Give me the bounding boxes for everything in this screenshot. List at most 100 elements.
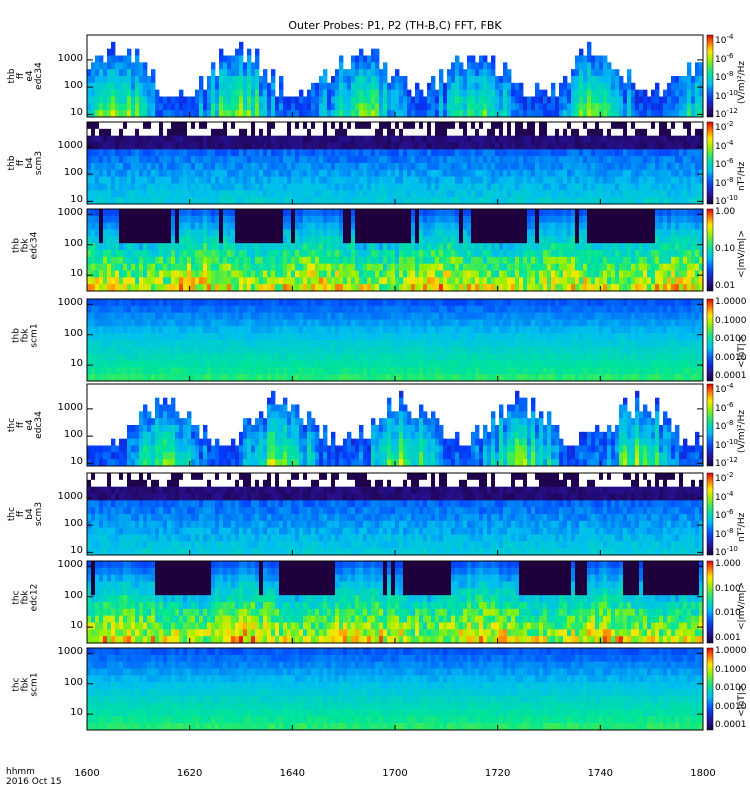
panel-ylabel: thc fbk edc12: [11, 583, 40, 612]
colorbar-units: <|mV/m|>: [737, 582, 747, 630]
y-tick-label: 100: [63, 518, 83, 530]
y-tick-label: 100: [63, 327, 83, 339]
colorbar-tick-label: 10-4: [715, 382, 734, 395]
time-axis-footer: hhmm 2016 Oct 15: [6, 767, 62, 787]
colorbar-units: <|nT|>: [737, 335, 747, 368]
y-tick-label: 1000: [57, 139, 83, 151]
time-unit-label: hhmm: [6, 767, 35, 777]
x-tick-label: 1620: [176, 768, 203, 779]
colorbar-tick-label: 0.1000: [715, 315, 747, 326]
date-label: 2016 Oct 15: [6, 777, 62, 787]
colorbar-tick-label: 10-10: [715, 545, 738, 558]
colorbar-tick-label: 0.0100: [715, 334, 747, 344]
y-tick-label: 100: [63, 676, 83, 688]
colorbar-tick-label: 0.0001: [715, 720, 747, 730]
colorbar-tick-label: 0.001: [715, 633, 741, 643]
x-tick-label: 1600: [74, 768, 100, 779]
spectrogram-panel-7: [86, 560, 714, 644]
y-tick-label: 100: [63, 80, 83, 92]
colorbar: [706, 383, 714, 467]
colorbar-tick-label: 10-8: [715, 175, 734, 189]
colorbar-units: nT²/Hz: [737, 161, 747, 191]
colorbar-units: (V/m)²/Hz: [737, 409, 747, 453]
colorbar-tick-label: 0.0010: [715, 701, 747, 712]
colorbar-tick-label: 1.0000: [715, 297, 747, 307]
colorbar-tick-label: 10-6: [715, 51, 734, 65]
y-tick-label: 10: [70, 358, 83, 370]
colorbar-tick-label: 10-10: [715, 437, 738, 451]
colorbar-tick-label: 1.000: [715, 559, 741, 569]
colorbar-tick-label: 10-8: [715, 526, 734, 540]
colorbar-tick-label: 0.100: [715, 583, 741, 594]
panel-ylabel: thc fbk scm1: [11, 672, 40, 697]
y-tick-label: 1000: [57, 646, 83, 658]
colorbar-tick-label: 10-12: [715, 107, 738, 120]
colorbar: [706, 34, 714, 118]
colorbar-tick-label: 10-10: [715, 88, 738, 102]
spectrogram-panel-8: [86, 647, 714, 731]
panel-ylabel: thb ff e4 edc34: [7, 62, 44, 90]
colorbar-tick-label: 10-6: [715, 157, 734, 170]
y-tick-label: 1000: [57, 490, 83, 502]
y-tick-label: 10: [70, 545, 83, 557]
colorbar-tick-label: 10-4: [715, 33, 734, 46]
panel-ylabel: thb fbk scm1: [11, 323, 40, 348]
colorbar-tick-label: 0.1000: [715, 664, 747, 675]
colorbar-tick-label: 10-6: [715, 508, 734, 521]
colorbar: [706, 560, 714, 644]
colorbar: [706, 647, 714, 731]
colorbar-tick-label: 1.00: [715, 207, 736, 217]
y-tick-label: 100: [63, 237, 83, 249]
y-tick-label: 10: [70, 194, 83, 206]
y-tick-label: 1000: [57, 207, 83, 219]
spectrogram-panel-3: [86, 208, 714, 292]
colorbar-tick-label: 0.0100: [715, 683, 747, 693]
y-tick-label: 1000: [57, 401, 83, 413]
colorbar: [706, 298, 714, 382]
x-tick-label: 1640: [279, 768, 306, 779]
colorbar-tick-label: 10-12: [715, 456, 738, 469]
panel-ylabel: thc ff e4 edc34: [7, 411, 44, 439]
colorbar-tick-label: 1.0000: [715, 646, 747, 656]
colorbar-units: <|mV/m|>: [737, 230, 747, 278]
y-tick-label: 1000: [57, 52, 83, 64]
panel-ylabel: thc ff b4 scm3: [7, 501, 44, 527]
colorbar-tick-label: 10-2: [715, 120, 734, 133]
colorbar-tick-label: 0.10: [715, 244, 736, 254]
chart-title: Outer Probes: P1, P2 (TH-B,C) FFT, FBK: [288, 19, 502, 32]
y-tick-label: 100: [63, 429, 83, 441]
colorbar-tick-label: 10-6: [715, 400, 734, 414]
colorbar-tick-label: 10-4: [715, 489, 734, 503]
x-tick-label: 1740: [587, 768, 614, 779]
colorbar: [706, 121, 714, 205]
spectrogram-panel-6: [86, 472, 714, 556]
y-tick-label: 100: [63, 167, 83, 179]
colorbar-units: (V/m)²/Hz: [737, 60, 747, 104]
x-tick-label: 1720: [484, 768, 511, 779]
colorbar-tick-label: 10-2: [715, 471, 734, 484]
colorbar-tick-label: 10-4: [715, 138, 734, 152]
colorbar: [706, 472, 714, 556]
x-tick-label: 1800: [690, 768, 716, 779]
y-tick-label: 10: [70, 707, 83, 719]
colorbar-tick-label: 10-8: [715, 419, 734, 432]
spectrogram-panel-5: [86, 383, 714, 467]
y-tick-label: 10: [70, 620, 83, 632]
colorbar-units: <|nT|>: [737, 684, 747, 717]
spectrogram-panel-4: [86, 298, 714, 382]
y-tick-label: 100: [63, 589, 83, 601]
panel-ylabel: thb ff b4 scm3: [7, 150, 44, 176]
colorbar: [706, 208, 714, 292]
y-tick-label: 1000: [57, 559, 83, 571]
colorbar-tick-label: 0.010: [715, 608, 741, 619]
y-tick-label: 10: [70, 456, 83, 468]
spectrogram-panel-1: [86, 34, 714, 118]
x-tick-label: 1700: [382, 768, 408, 779]
colorbar-tick-label: 10-10: [715, 194, 738, 207]
panel-ylabel: thb fbk edc34: [11, 231, 40, 260]
y-tick-label: 1000: [57, 297, 83, 309]
y-tick-label: 10: [70, 107, 83, 119]
colorbar-units: nT²/Hz: [737, 512, 747, 542]
